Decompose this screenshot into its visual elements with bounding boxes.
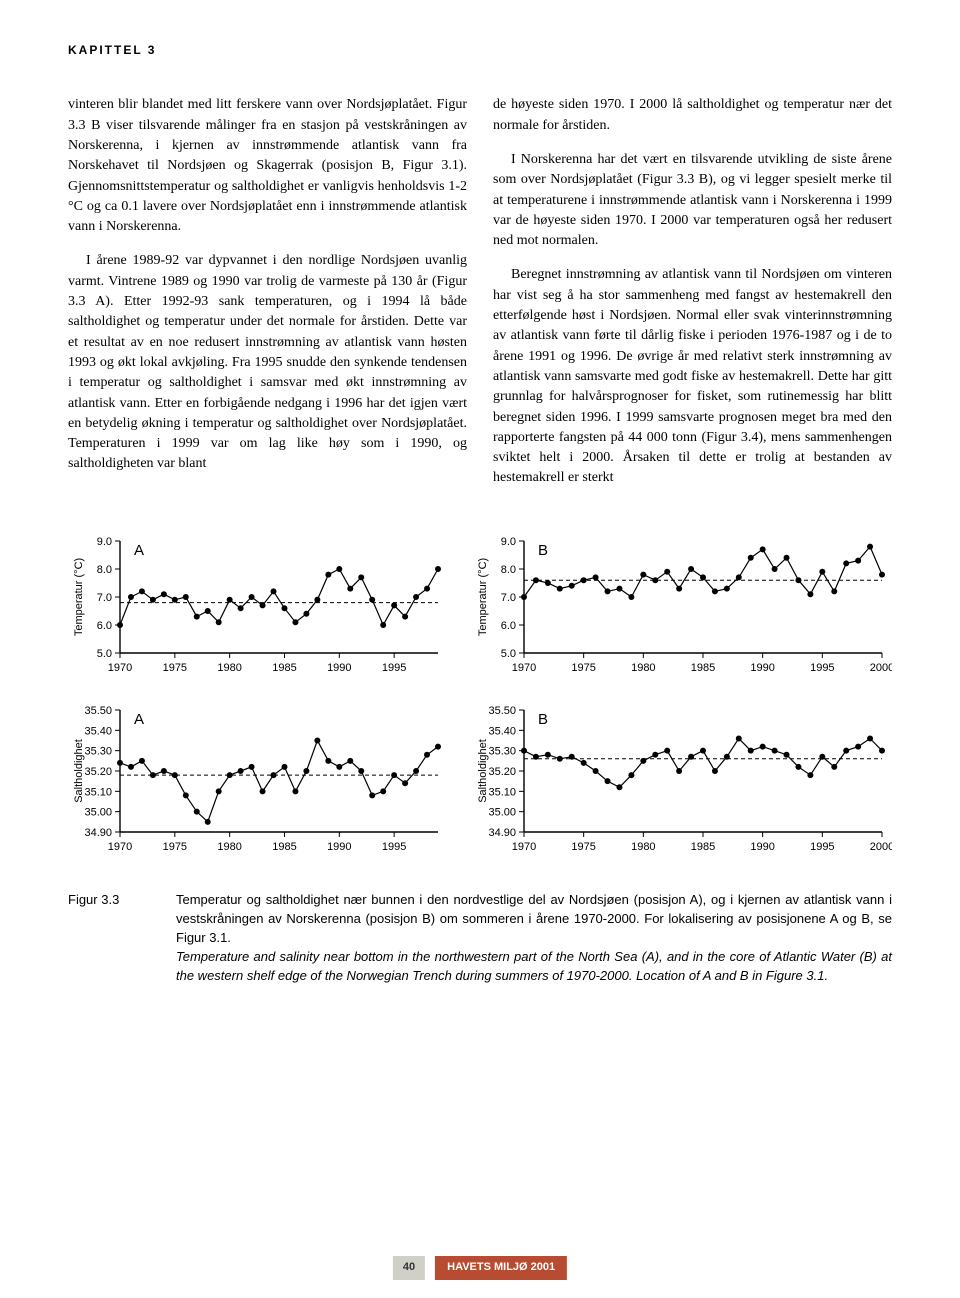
svg-text:1975: 1975: [163, 841, 187, 853]
svg-text:8.0: 8.0: [97, 564, 112, 576]
svg-text:Saltholdighet: Saltholdighet: [73, 739, 85, 803]
svg-text:Saltholdighet: Saltholdighet: [477, 739, 489, 803]
svg-text:1975: 1975: [571, 841, 595, 853]
right-p1: de høyeste siden 1970. I 2000 lå salthol…: [493, 95, 892, 136]
svg-text:35.00: 35.00: [488, 807, 516, 819]
svg-text:6.0: 6.0: [97, 620, 112, 632]
svg-text:2000: 2000: [870, 841, 892, 853]
svg-text:1995: 1995: [810, 841, 834, 853]
figure-caption: Figur 3.3 Temperatur og saltholdighet næ…: [68, 891, 892, 985]
chart-temp-b: 5.0 6.0 7.0 8.0 9.0 1970 1975 1980 1985 1990 1995 2…: [472, 531, 892, 688]
svg-text:1975: 1975: [571, 662, 595, 674]
page-number: 40: [393, 1256, 425, 1280]
svg-text:35.10: 35.10: [84, 786, 112, 798]
svg-text:1970: 1970: [108, 662, 132, 674]
svg-text:1990: 1990: [327, 841, 351, 853]
svg-text:1995: 1995: [382, 841, 406, 853]
svg-text:34.90: 34.90: [84, 827, 112, 839]
svg-text:1970: 1970: [108, 841, 132, 853]
svg-text:1975: 1975: [163, 662, 187, 674]
chart-salt-b: 34.90 35.00 35.10 35.20 35.30 35.40 35.50 1970 1…: [472, 700, 892, 867]
svg-text:1980: 1980: [217, 841, 241, 853]
body-columns: vinteren blir blandet med litt ferskere …: [68, 95, 892, 502]
svg-text:1985: 1985: [272, 841, 296, 853]
svg-text:35.50: 35.50: [84, 705, 112, 717]
svg-text:35.20: 35.20: [488, 766, 516, 778]
svg-text:7.0: 7.0: [97, 592, 112, 604]
svg-text:9.0: 9.0: [501, 536, 516, 548]
svg-text:1980: 1980: [217, 662, 241, 674]
right-p3: Beregnet innstrømning av atlantisk vann …: [493, 265, 892, 488]
svg-text:1970: 1970: [512, 662, 536, 674]
right-p2: I Norskerenna har det vært en tilsvarend…: [493, 150, 892, 251]
svg-text:Temperatur (°C): Temperatur (°C): [477, 558, 489, 636]
svg-text:1980: 1980: [631, 841, 655, 853]
svg-text:1995: 1995: [810, 662, 834, 674]
left-p1: vinteren blir blandet med litt ferskere …: [68, 95, 467, 237]
svg-text:35.40: 35.40: [488, 725, 516, 737]
chapter-header: KAPITTEL 3: [68, 42, 892, 59]
charts-container: 5.0 6.0 7.0 8.0 9.0 1970 1975 1980 1985 1990 1995 T…: [68, 531, 892, 868]
figure-label: Figur 3.3: [68, 891, 148, 985]
chart-row-salinity: 34.90 35.00 35.10 35.20 35.30 35.40 35.50 1970 1…: [68, 700, 892, 867]
svg-text:35.30: 35.30: [84, 746, 112, 758]
svg-text:B: B: [538, 711, 548, 728]
svg-text:8.0: 8.0: [501, 564, 516, 576]
svg-text:34.90: 34.90: [488, 827, 516, 839]
svg-text:1990: 1990: [750, 662, 774, 674]
right-column: de høyeste siden 1970. I 2000 lå salthol…: [493, 95, 892, 502]
svg-text:5.0: 5.0: [501, 648, 516, 660]
svg-text:1995: 1995: [382, 662, 406, 674]
svg-text:35.00: 35.00: [84, 807, 112, 819]
figure-english: Temperature and salinity near bottom in …: [176, 949, 892, 983]
chart-salt-a: 34.90 35.00 35.10 35.20 35.30 35.40 35.50 1970 1…: [68, 700, 448, 867]
svg-text:35.30: 35.30: [488, 746, 516, 758]
figure-text: Temperatur og saltholdighet nær bunnen i…: [176, 891, 892, 985]
chart-row-temperature: 5.0 6.0 7.0 8.0 9.0 1970 1975 1980 1985 1990 1995 T…: [68, 531, 892, 688]
footer-title: HAVETS MILJØ 2001: [435, 1256, 567, 1280]
svg-text:6.0: 6.0: [501, 620, 516, 632]
svg-text:B: B: [538, 542, 548, 559]
svg-text:35.40: 35.40: [84, 725, 112, 737]
left-p2: I årene 1989-92 var dypvannet i den nord…: [68, 251, 467, 474]
svg-text:1990: 1990: [327, 662, 351, 674]
svg-text:1985: 1985: [691, 841, 715, 853]
left-column: vinteren blir blandet med litt ferskere …: [68, 95, 467, 502]
svg-text:A: A: [134, 711, 144, 728]
svg-text:5.0: 5.0: [97, 648, 112, 660]
svg-text:7.0: 7.0: [501, 592, 516, 604]
svg-text:35.50: 35.50: [488, 705, 516, 717]
svg-text:Temperatur (°C): Temperatur (°C): [73, 558, 85, 636]
chart-temp-a: 5.0 6.0 7.0 8.0 9.0 1970 1975 1980 1985 1990 1995 T…: [68, 531, 448, 688]
svg-text:9.0: 9.0: [97, 536, 112, 548]
svg-text:A: A: [134, 542, 144, 559]
figure-norwegian: Temperatur og saltholdighet nær bunnen i…: [176, 892, 892, 945]
svg-text:1985: 1985: [272, 662, 296, 674]
page-footer: 40 HAVETS MILJØ 2001: [393, 1256, 567, 1280]
svg-text:35.10: 35.10: [488, 786, 516, 798]
svg-text:2000: 2000: [870, 662, 892, 674]
svg-text:1970: 1970: [512, 841, 536, 853]
svg-text:1980: 1980: [631, 662, 655, 674]
svg-text:1985: 1985: [691, 662, 715, 674]
svg-text:1990: 1990: [750, 841, 774, 853]
svg-text:35.20: 35.20: [84, 766, 112, 778]
